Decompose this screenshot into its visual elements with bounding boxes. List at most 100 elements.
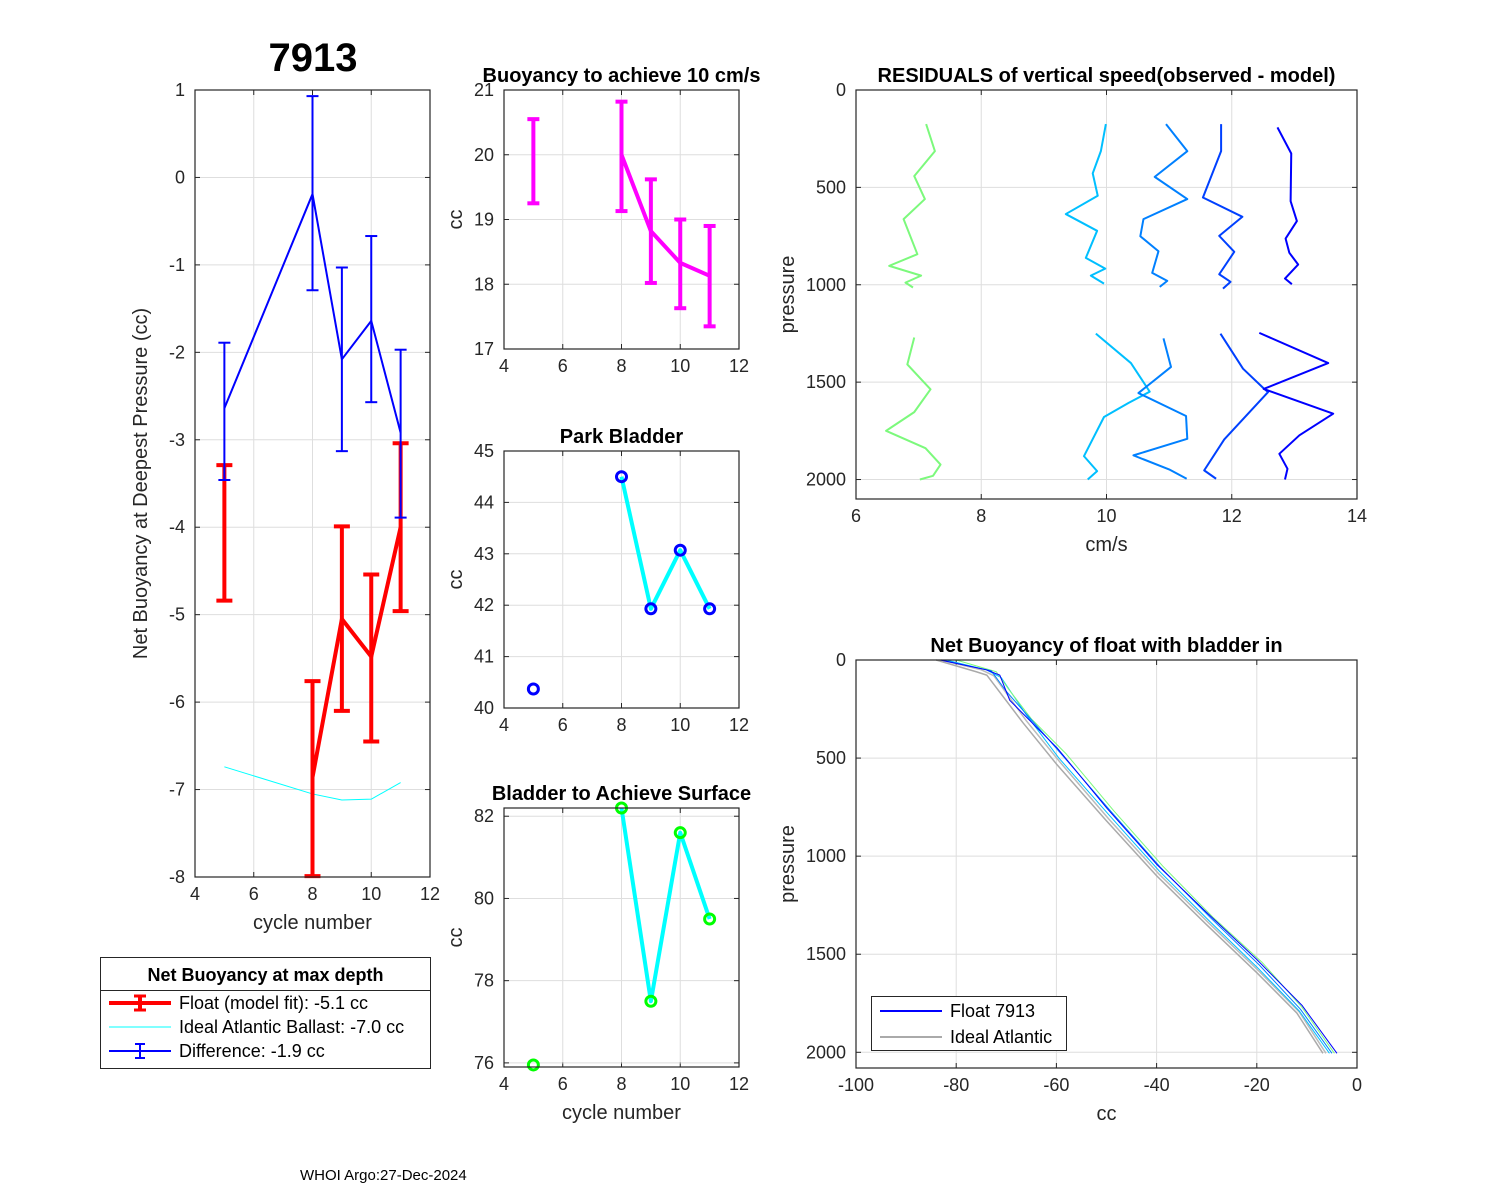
x-tick-label: 12 xyxy=(1222,506,1242,526)
x-tick-label: 12 xyxy=(420,884,440,904)
y-axis-label: pressure xyxy=(777,256,799,334)
series-line xyxy=(941,659,1333,1054)
series-cycle-5 xyxy=(956,659,1335,1054)
x-tick-label: 6 xyxy=(558,356,568,376)
data-point xyxy=(673,826,687,840)
chart-title: RESIDUALS of vertical speed(observed - m… xyxy=(878,65,1336,87)
chart-title: Buoyancy to achieve 10 cm/s xyxy=(483,65,761,87)
data-point xyxy=(526,682,540,696)
series-line xyxy=(940,659,1338,1054)
axes-box xyxy=(855,659,1358,1069)
y-tick-label: 76 xyxy=(474,1053,494,1073)
series-difference xyxy=(218,95,407,519)
x-tick-label: 8 xyxy=(616,1074,626,1094)
x-tick-label: 10 xyxy=(670,356,690,376)
y-tick-label: -7 xyxy=(169,780,185,800)
legend-title: Net Buoyancy at max depth xyxy=(101,958,430,991)
y-tick-label: 45 xyxy=(474,441,494,461)
series-line xyxy=(619,154,711,278)
x-tick-label: -80 xyxy=(943,1075,969,1095)
y-axis-label: cc xyxy=(445,928,467,948)
x-axis-label: cycle number xyxy=(562,1102,681,1124)
y-tick-label: 41 xyxy=(474,647,494,667)
red-errorbar-swatch-icon xyxy=(109,994,171,1012)
data-point xyxy=(526,1058,540,1072)
y-axis-label: Net Buoyancy at Deepest Pressure (cc) xyxy=(130,308,152,659)
y-tick-label: 19 xyxy=(474,210,494,230)
park-bladder-chart: 4 6 8 10 12 40 41 42 43 44 45 Park Bladder cc xyxy=(445,426,749,735)
x-tick-label: 6 xyxy=(558,1074,568,1094)
y-tick-label: 20 xyxy=(474,145,494,165)
series-line xyxy=(946,659,1330,1054)
series-line xyxy=(956,659,1335,1054)
x-tick-label: -60 xyxy=(1043,1075,1069,1095)
y-tick-label: 2000 xyxy=(806,1042,846,1062)
legend-item-ideal: Ideal Atlantic Ballast: -7.0 cc xyxy=(101,1015,430,1039)
x-tick-label: 12 xyxy=(729,715,749,735)
y-tick-label: -6 xyxy=(169,692,185,712)
series-cycle-11-descent xyxy=(1276,126,1300,285)
y-tick-label: 1500 xyxy=(806,372,846,392)
y-tick-label: 1500 xyxy=(806,944,846,964)
axes-box xyxy=(194,89,431,878)
series-park-bladder-points xyxy=(526,470,717,696)
x-axis-label: cm/s xyxy=(1085,534,1127,556)
blue-errorbar-swatch-icon xyxy=(109,1043,171,1059)
x-tick-label: 14 xyxy=(1347,506,1367,526)
series-cycle-9 xyxy=(941,659,1333,1054)
data-point xyxy=(703,602,717,616)
series-cycle-9-descent xyxy=(1139,123,1189,288)
y-tick-label: 0 xyxy=(836,80,846,100)
y-tick-label: 500 xyxy=(816,177,846,197)
series-ideal-atlantic xyxy=(935,659,1324,1054)
y-tick-label: 78 xyxy=(474,971,494,991)
x-tick-label: -100 xyxy=(838,1075,874,1095)
series-surface-bladder-line xyxy=(619,807,712,1004)
y-tick-label: 2000 xyxy=(806,470,846,490)
series-ideal-atlantic-ballast xyxy=(224,766,401,801)
series-line xyxy=(1201,124,1244,290)
legend-item-float: Float 7913 xyxy=(872,999,1066,1023)
axes-box xyxy=(503,807,740,1068)
legend-item-float: Float (model fit): -5.1 cc xyxy=(101,991,430,1015)
data-point xyxy=(644,602,658,616)
series-line xyxy=(940,659,1327,1054)
series-cycle-8-descent xyxy=(1064,123,1107,285)
x-tick-label: 4 xyxy=(190,884,200,904)
net-buoyancy-deepest-chart: 4 6 8 10 12 -8 -7 -6 -5 -4 -3 -2 -1 0 1 cycle number Net… xyxy=(130,80,440,934)
x-tick-label: 10 xyxy=(670,1074,690,1094)
y-tick-label: 40 xyxy=(474,698,494,718)
series-line xyxy=(1064,123,1107,285)
gray-line-swatch-icon xyxy=(880,1036,942,1038)
series-line xyxy=(1258,331,1335,480)
x-axis-label: cc xyxy=(1097,1103,1117,1125)
footer-credit: WHOI Argo:27-Dec-2024 xyxy=(300,1167,467,1184)
y-tick-label: 21 xyxy=(474,80,494,100)
x-tick-label: 8 xyxy=(616,715,626,735)
y-tick-label: 42 xyxy=(474,595,494,615)
y-axis-label: cc xyxy=(445,210,467,230)
data-point xyxy=(673,543,687,557)
net-buoyancy-profile-legend: Float 7913 Ideal Atlantic xyxy=(871,996,1067,1051)
series-line xyxy=(1203,333,1270,480)
data-point xyxy=(644,994,658,1008)
y-tick-label: 500 xyxy=(816,748,846,768)
series-cycle-10-ascent xyxy=(1203,333,1270,480)
y-tick-label: 17 xyxy=(474,339,494,359)
series-line xyxy=(1132,338,1189,480)
series-cycle-8 xyxy=(946,659,1330,1054)
x-tick-label: 4 xyxy=(499,1074,509,1094)
x-tick-label: 12 xyxy=(729,356,749,376)
x-tick-label: 4 xyxy=(499,715,509,735)
y-tick-label: -1 xyxy=(169,255,185,275)
y-tick-label: 82 xyxy=(474,806,494,826)
series-line xyxy=(619,807,712,1004)
x-tick-label: 6 xyxy=(249,884,259,904)
x-tick-label: 0 xyxy=(1352,1075,1362,1095)
series-ideal-atlantic-2 xyxy=(940,659,1327,1054)
x-tick-label: 10 xyxy=(1096,506,1116,526)
series-park-bladder-line xyxy=(619,476,712,611)
y-tick-label: 1000 xyxy=(806,275,846,295)
